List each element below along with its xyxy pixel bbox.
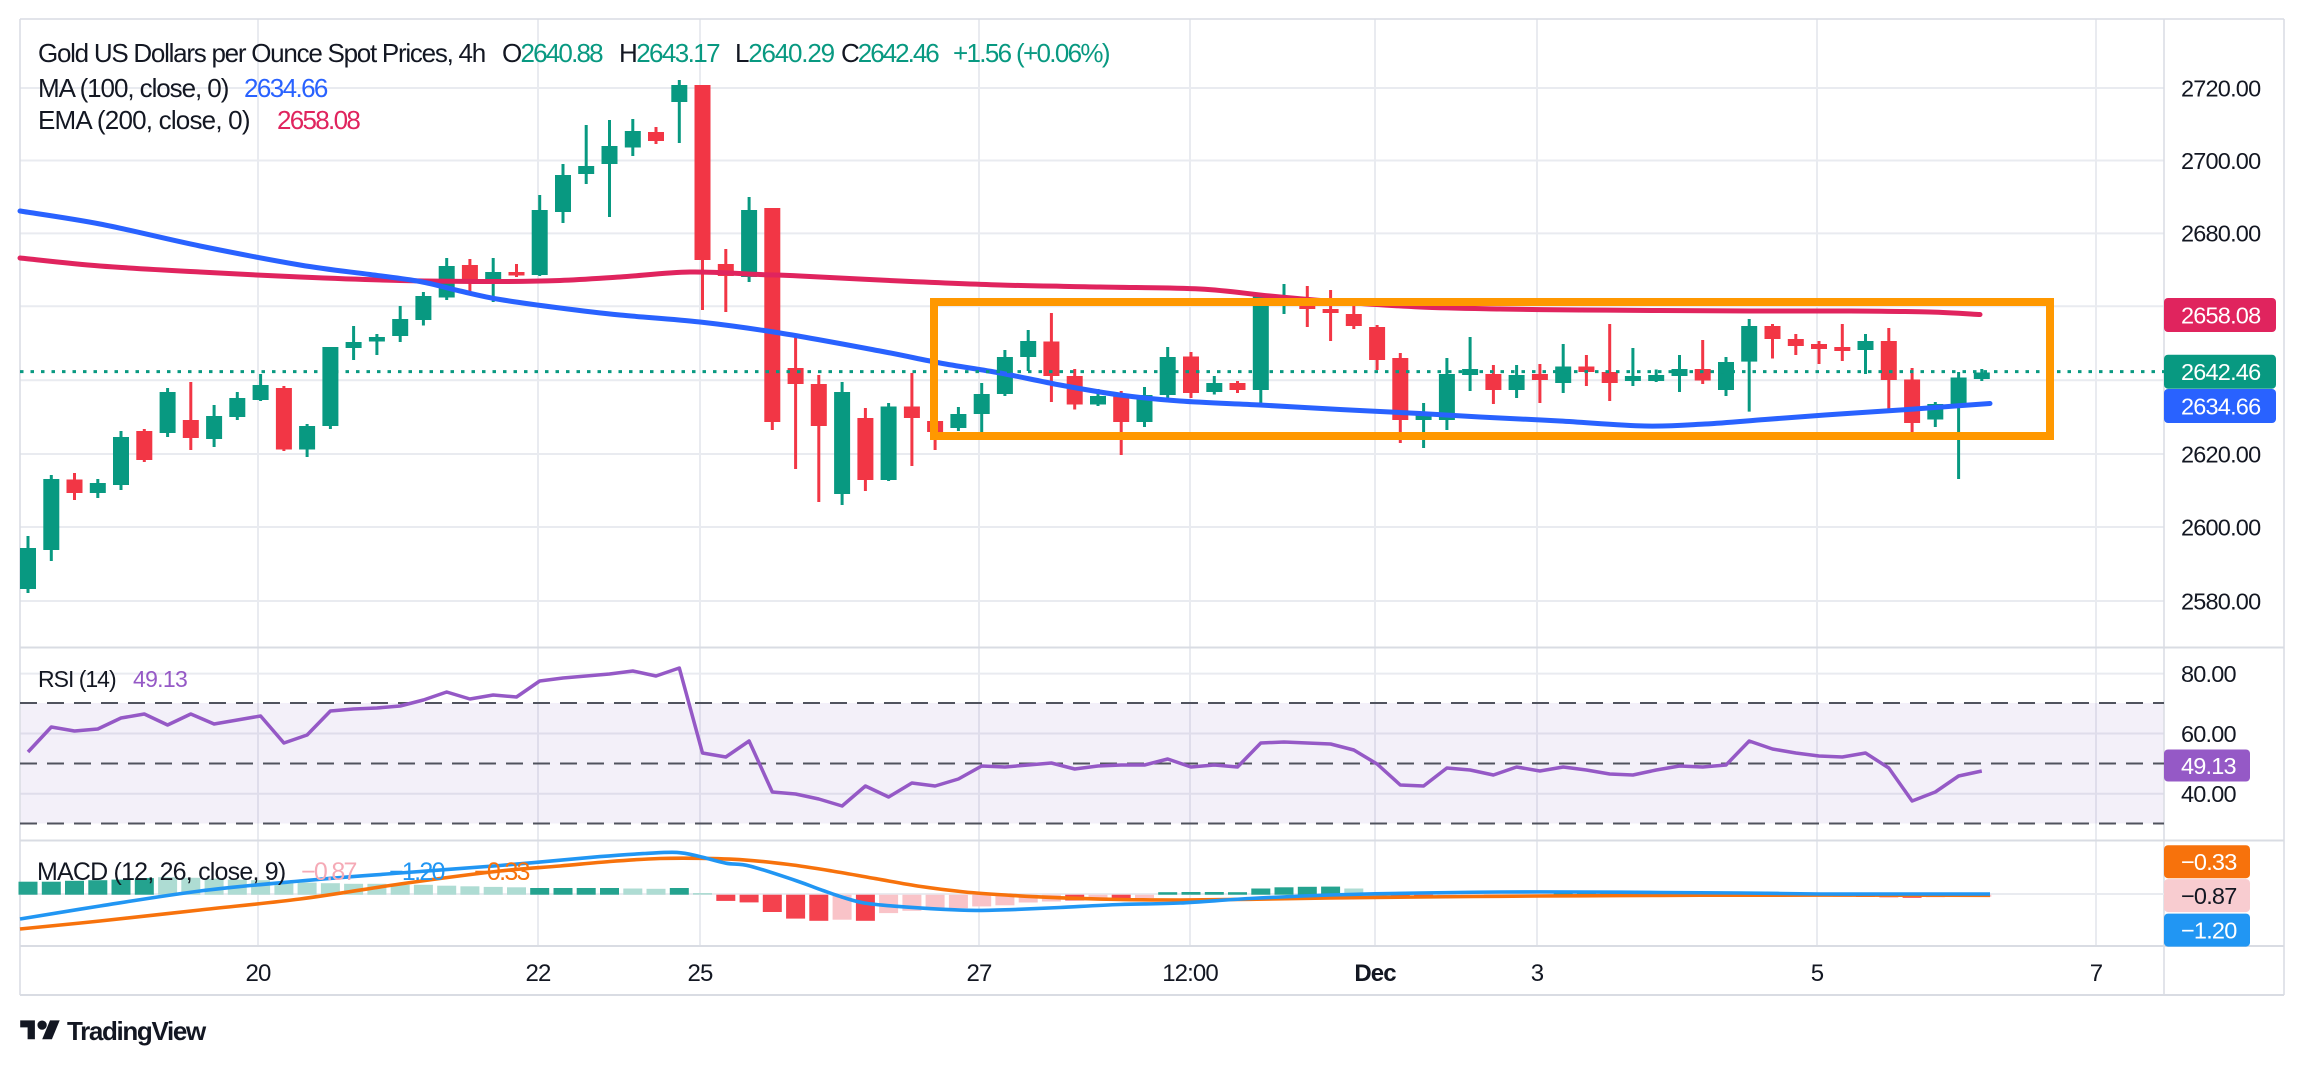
svg-text:2580.00: 2580.00	[2181, 588, 2261, 614]
svg-text:−1.20: −1.20	[389, 858, 445, 886]
svg-text:5: 5	[1811, 960, 1824, 987]
svg-text:25: 25	[688, 960, 713, 987]
svg-text:2642.46: 2642.46	[2181, 359, 2261, 385]
svg-text:2634.66: 2634.66	[244, 73, 328, 103]
svg-text:7: 7	[2090, 960, 2103, 987]
svg-text:2700.00: 2700.00	[2181, 148, 2261, 174]
svg-text:Dec: Dec	[1354, 960, 1396, 987]
svg-text:80.00: 80.00	[2181, 661, 2237, 687]
svg-text:49.13: 49.13	[133, 666, 187, 692]
svg-text:H2643.17: H2643.17	[619, 38, 720, 68]
svg-text:22: 22	[526, 960, 551, 987]
svg-text:2720.00: 2720.00	[2181, 75, 2261, 101]
svg-text:2600.00: 2600.00	[2181, 514, 2261, 540]
svg-text:EMA (200, close, 0): EMA (200, close, 0)	[38, 105, 250, 135]
svg-text:2658.08: 2658.08	[2181, 302, 2261, 328]
svg-text:40.00: 40.00	[2181, 781, 2237, 807]
svg-text:TradingView: TradingView	[67, 1016, 207, 1046]
svg-text:20: 20	[246, 960, 271, 987]
svg-text:2680.00: 2680.00	[2181, 221, 2261, 247]
svg-text:60.00: 60.00	[2181, 721, 2237, 747]
svg-text:RSI (14): RSI (14)	[38, 666, 116, 692]
svg-text:−1.20: −1.20	[2181, 917, 2237, 943]
svg-text:Gold US Dollars per Ounce Spot: Gold US Dollars per Ounce Spot Prices, 4…	[38, 38, 485, 68]
svg-text:+1.56 (+0.06%): +1.56 (+0.06%)	[953, 38, 1110, 68]
svg-text:−0.33: −0.33	[2181, 849, 2237, 875]
svg-text:−0.33: −0.33	[474, 858, 530, 886]
svg-text:O2640.88: O2640.88	[502, 38, 603, 68]
svg-text:C2642.46: C2642.46	[841, 38, 939, 68]
svg-text:2658.08: 2658.08	[277, 105, 360, 135]
svg-text:MACD (12, 26, close, 9): MACD (12, 26, close, 9)	[37, 858, 285, 886]
svg-text:49.13: 49.13	[2181, 753, 2237, 779]
svg-text:2634.66: 2634.66	[2181, 393, 2261, 419]
svg-text:−0.87: −0.87	[301, 858, 357, 886]
svg-text:2620.00: 2620.00	[2181, 441, 2261, 467]
svg-text:27: 27	[967, 960, 992, 987]
svg-text:12:00: 12:00	[1162, 960, 1218, 987]
svg-text:3: 3	[1531, 960, 1544, 987]
svg-text:MA (100, close, 0): MA (100, close, 0)	[38, 73, 229, 103]
svg-text:−0.87: −0.87	[2181, 883, 2236, 909]
svg-text:L2640.29: L2640.29	[735, 38, 835, 68]
